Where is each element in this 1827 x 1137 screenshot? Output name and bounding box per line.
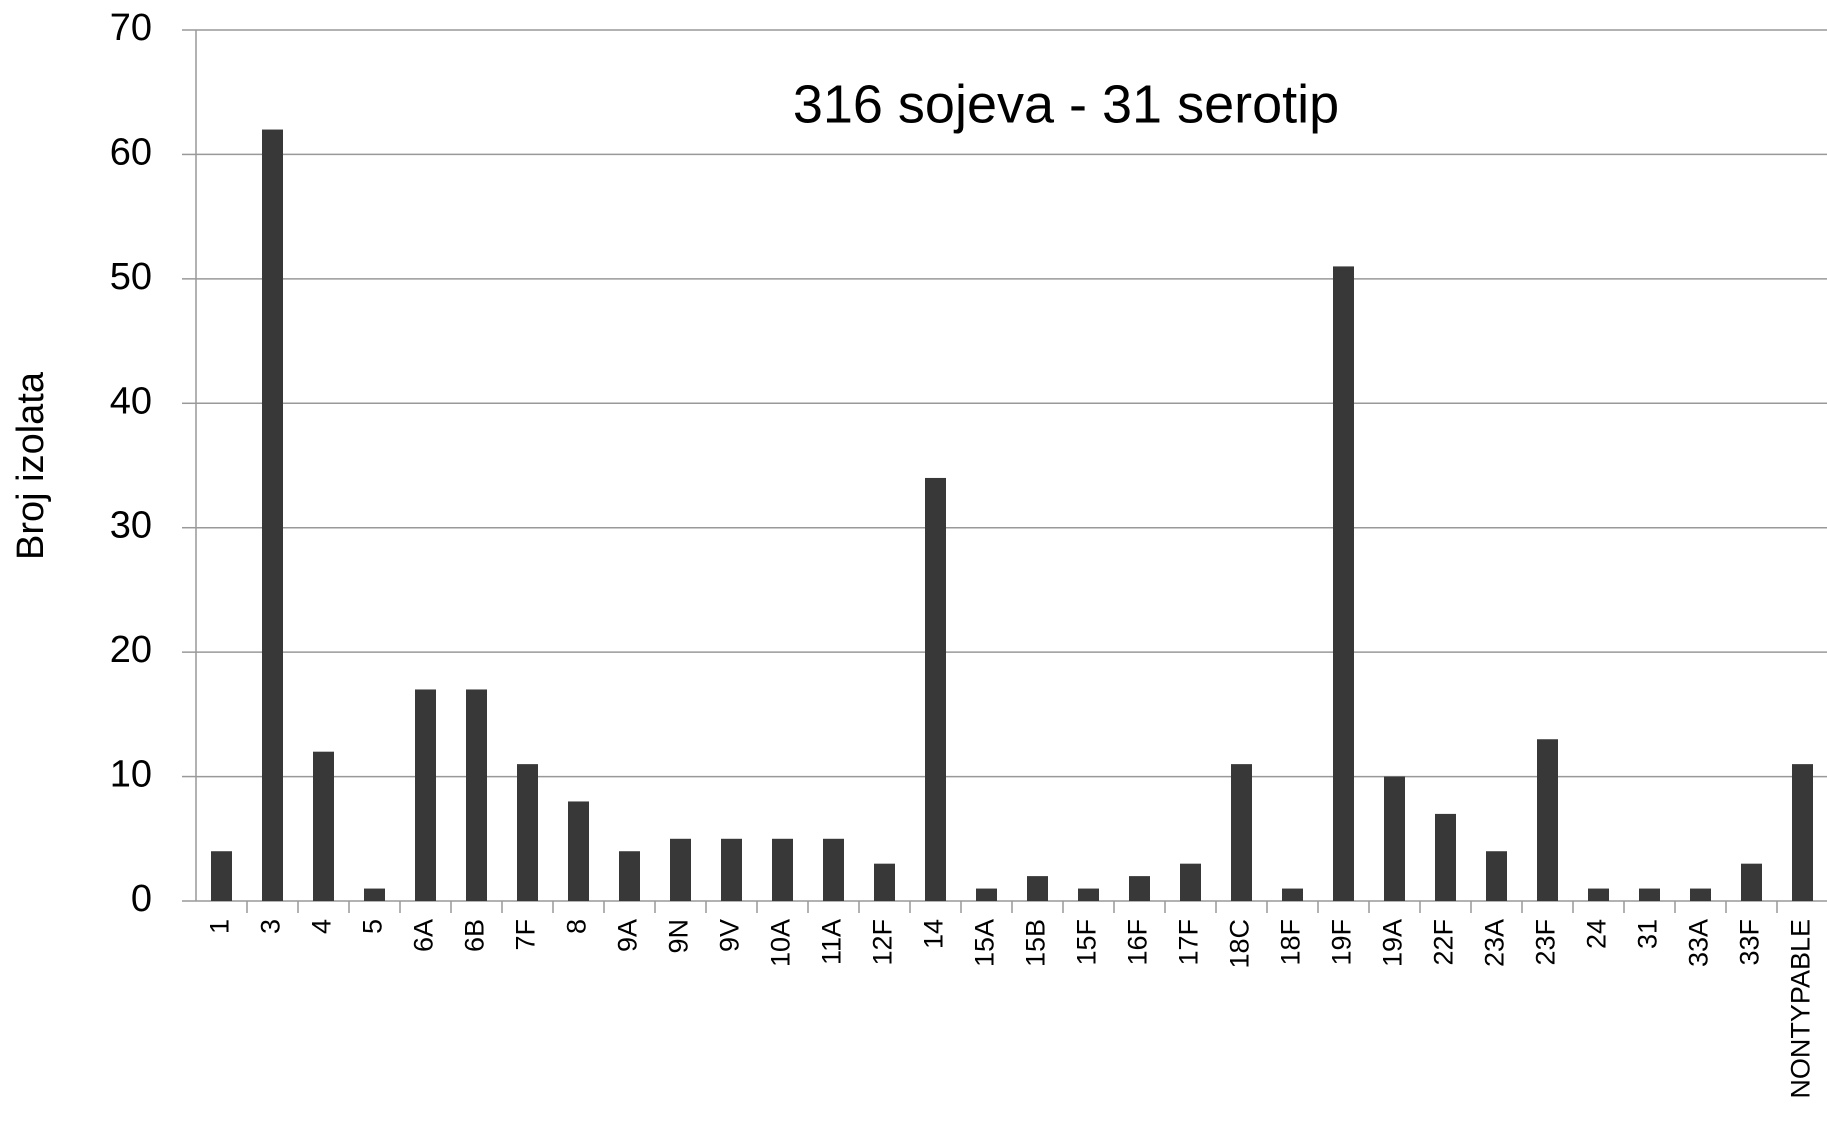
x-tick-label: 18F (1276, 919, 1306, 966)
bar (568, 801, 589, 901)
x-tick-label: 4 (307, 919, 337, 934)
bar (313, 751, 334, 901)
y-tick-label: 30 (110, 505, 152, 547)
x-tick-label: 22F (1429, 919, 1459, 966)
bar (1741, 863, 1762, 901)
x-tick-label: 23A (1480, 919, 1510, 967)
x-tick-label: 15A (970, 919, 1000, 967)
bar (1588, 888, 1609, 901)
y-tick-label: 50 (110, 256, 152, 298)
chart-title: 316 sojeva - 31 serotip (793, 74, 1339, 134)
x-tick-label: 7F (511, 919, 541, 951)
x-tick-label: 15B (1021, 919, 1051, 967)
x-tick-label: 19A (1378, 919, 1408, 967)
x-tick-label: 9V (715, 919, 745, 952)
x-tick-label: 8 (562, 919, 592, 934)
bar (619, 851, 640, 901)
bar (262, 129, 283, 902)
bar (1384, 776, 1405, 901)
x-tick-label: 33A (1684, 919, 1714, 967)
bar (517, 764, 538, 901)
x-tick-label: 18C (1225, 919, 1255, 969)
bar (1690, 888, 1711, 901)
x-tick-label: 12F (868, 919, 898, 966)
y-tick-label: 60 (110, 131, 152, 173)
y-tick-label: 40 (110, 380, 152, 422)
bar (1129, 876, 1150, 901)
x-tick-label: 33F (1735, 919, 1765, 966)
y-tick-label: 0 (131, 878, 152, 920)
x-tick-label: 16F (1123, 919, 1153, 966)
x-tick-label: 15F (1072, 919, 1102, 966)
bar (772, 838, 793, 901)
x-tick-label: 5 (358, 919, 388, 934)
x-tick-label: 10A (766, 919, 796, 967)
x-tick-label: 31 (1633, 919, 1663, 949)
y-tick-label: 70 (110, 7, 152, 49)
bar (721, 838, 742, 901)
bar (211, 851, 232, 901)
bar (1792, 764, 1813, 901)
bar (1537, 739, 1558, 901)
x-tick-label: 17F (1174, 919, 1204, 966)
bar (874, 863, 895, 901)
bar (1486, 851, 1507, 901)
y-axis-label: Broj izolata (10, 371, 52, 560)
x-tick-label: 6B (460, 919, 490, 952)
y-tick-label: 20 (110, 629, 152, 671)
x-tick-label: NONTYPABLE (1786, 919, 1816, 1099)
x-tick-label: 9A (613, 919, 643, 952)
x-tick-label: 23F (1531, 919, 1561, 966)
bar (466, 689, 487, 901)
x-tick-label: 14 (919, 919, 949, 949)
bar (925, 477, 946, 901)
x-tick-label: 11A (817, 919, 847, 965)
x-tick-label: 19F (1327, 919, 1357, 966)
bar (1027, 876, 1048, 901)
bar (1282, 888, 1303, 901)
x-tick-label: 24 (1582, 919, 1612, 949)
bar (1231, 764, 1252, 901)
bar (823, 838, 844, 901)
bar (364, 888, 385, 901)
bar (670, 838, 691, 901)
x-tick-label: 3 (256, 919, 286, 934)
x-tick-label: 6A (409, 919, 439, 952)
bar (976, 888, 997, 901)
bar (1180, 863, 1201, 901)
bar (1333, 266, 1354, 901)
x-tick-label: 9N (664, 919, 694, 954)
bar (1639, 888, 1660, 901)
x-tick-label: 1 (205, 919, 235, 934)
bar (415, 689, 436, 901)
bar (1078, 888, 1099, 901)
bar (1435, 813, 1456, 901)
y-tick-label: 10 (110, 754, 152, 796)
